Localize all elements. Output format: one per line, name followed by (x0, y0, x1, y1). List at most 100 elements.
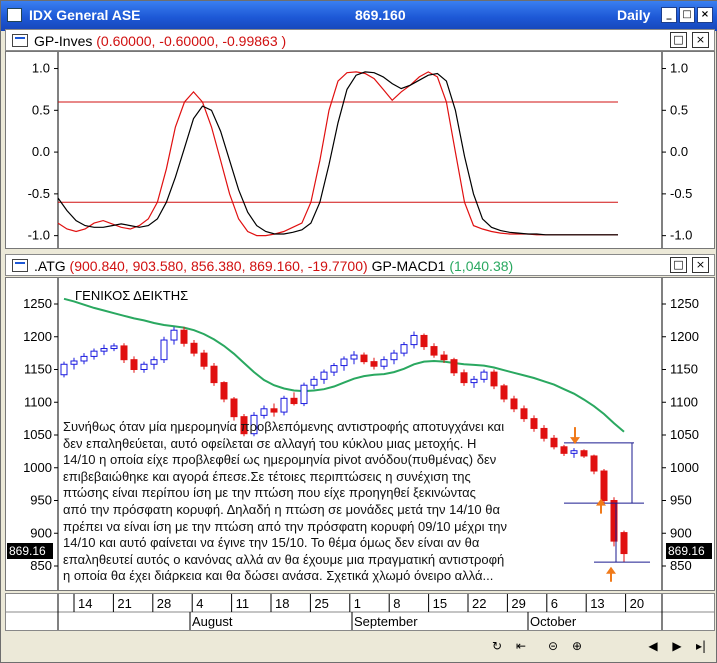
candle-up (160, 339, 168, 361)
x-tick-label: 1 (354, 596, 361, 611)
indicator-values: (0.60000, -0.60000, -0.99863 ) (96, 33, 287, 49)
maximize-button[interactable]: □ (679, 7, 695, 23)
chart-label: ΓΕΝΙΚΟΣ ΔΕΙΚΤΗΣ (75, 288, 189, 303)
candle-down (420, 334, 428, 348)
x-tick-label: 20 (630, 596, 644, 611)
panel-icon (12, 259, 28, 272)
candle-up (90, 350, 98, 357)
annotation-line: επαληθευτεί αυτός ο κανόνας αλλά αν θα έ… (63, 551, 505, 567)
candle-up (170, 329, 178, 341)
x-tick-label: 11 (236, 596, 250, 611)
y-tick-label-right: 1100 (670, 394, 698, 409)
panel-close-button[interactable]: × (692, 32, 709, 48)
x-tick-label: 28 (157, 596, 171, 611)
annotation-line: η οποία θα έχει διάρκεια και θα δώσει αν… (63, 568, 494, 584)
y-tick-label-left: 0.0 (32, 144, 50, 159)
candle-down (180, 329, 188, 344)
x-tick-label: 18 (275, 596, 289, 611)
candle-up (310, 378, 318, 386)
candle-down (360, 354, 368, 363)
candle-down (200, 352, 208, 367)
candle-down (620, 532, 628, 555)
indicator-panel-header: GP-Inves (0.60000, -0.60000, -0.99863 ) … (5, 29, 715, 51)
annotation-line: Συνήθως όταν μία ημερομηνία προβλεπόμενη… (63, 419, 505, 434)
y-tick-label-right: 950 (670, 493, 692, 508)
candle-up (110, 345, 118, 350)
y-tick-label-right: 1150 (670, 362, 698, 377)
step-right-icon[interactable]: ▸| (695, 639, 707, 653)
y-tick-label-left: 1150 (24, 362, 52, 377)
candle-up (80, 355, 88, 362)
panel-maximize-button[interactable]: □ (670, 257, 687, 273)
indicator-plot-area[interactable]: 1.0 1.0 0.5 0.5 0.0 0.0 -0.5 -0.5 -1.0 -1.0 (5, 51, 715, 249)
candle-up (260, 408, 268, 416)
y-tick-label-right: 1050 (670, 427, 699, 442)
annotation-text: Συνήθως όταν μία ημερομηνία προβλεπόμενη… (63, 419, 563, 585)
scroll-right-icon[interactable]: ▶ (672, 639, 682, 653)
candle-up (320, 371, 328, 380)
candle-up (400, 344, 408, 354)
ohlc-values: (900.840, 903.580, 856.380, 869.160, -19… (69, 258, 368, 274)
y-tick-label-right: 850 (670, 558, 692, 573)
candle-down (590, 455, 598, 472)
zoom-in-icon[interactable]: ⊕ (571, 639, 583, 653)
candle-down (580, 450, 588, 457)
candle-down (560, 446, 568, 454)
x-tick-label: 6 (551, 596, 558, 611)
y-tick-label-right: 1000 (670, 460, 699, 475)
candle-up (390, 352, 398, 361)
candle-up (350, 354, 358, 360)
y-tick-label-left: 1000 (23, 460, 52, 475)
up-arrow-marker (606, 566, 616, 582)
refresh-icon[interactable]: ↻ (491, 639, 503, 653)
candle-down (270, 408, 278, 413)
rewind-icon[interactable]: ⇤ (515, 639, 527, 653)
candle-down (190, 342, 198, 354)
panel-close-button[interactable]: × (692, 257, 709, 273)
y-tick-label-right: 1.0 (670, 61, 688, 76)
window-titlebar[interactable]: IDX General ASE 869.160 Daily _ □ × (1, 1, 717, 31)
macd-value: (1,040.38) (449, 258, 514, 274)
candle-down (540, 427, 548, 439)
candle-down (230, 398, 238, 418)
close-button[interactable]: × (697, 7, 713, 23)
y-tick-label-right: -0.5 (670, 186, 692, 201)
annotation-line: πρέπει να είναι ίση με την πτώση από την… (63, 518, 508, 534)
minimize-button[interactable]: _ (661, 7, 677, 23)
x-tick-label: 14 (78, 596, 92, 611)
price-plot-area[interactable]: 1250 1250 1200 1200 1150 1150 1100 1100 1050 1050… (5, 277, 715, 591)
candle-up (380, 359, 388, 367)
candle-down (370, 361, 378, 367)
y-tick-label-right: 0.5 (670, 102, 688, 117)
window-title: IDX General ASE (29, 7, 141, 23)
x-tick-label: 21 (117, 596, 131, 611)
candle-down (240, 416, 248, 435)
candle-down (610, 500, 618, 542)
candle-up (150, 359, 158, 365)
candle-down (500, 385, 508, 400)
panel-maximize-button[interactable]: □ (670, 32, 687, 48)
y-tick-label-right: -1.0 (670, 228, 692, 243)
candle-up (330, 365, 338, 373)
moving-average-line (63, 297, 625, 433)
last-price-tag-left: 869.16 (7, 543, 53, 559)
candle-down (520, 408, 528, 420)
annotation-line: 14/10 και αυτό φαίνεται να έγινε την 15/… (63, 535, 480, 551)
annotation-line: από την πρόσφατη κορυφή. Δηλαδή η πτώση … (63, 501, 500, 517)
candle-up (140, 363, 148, 371)
down-arrow-marker (570, 427, 580, 445)
y-tick-label-left: -0.5 (28, 186, 50, 201)
x-tick-label: 15 (433, 596, 447, 611)
zoom-out-icon[interactable]: ⊝ (547, 639, 559, 653)
up-arrow-marker (596, 498, 606, 514)
chart-window-icon (7, 8, 22, 22)
candle-down (220, 382, 228, 400)
y-tick-label-left: -1.0 (28, 228, 50, 243)
scroll-left-icon[interactable]: ◀ (648, 639, 658, 653)
candle-down (490, 371, 498, 387)
candle-down (440, 354, 448, 361)
annotation-line: 14/10 η οποία είχε προβλεφθεί ως ημερομη… (63, 452, 497, 468)
annotation-line: πτώσης είναι περίπου ίση με την πτώση πο… (63, 485, 476, 501)
